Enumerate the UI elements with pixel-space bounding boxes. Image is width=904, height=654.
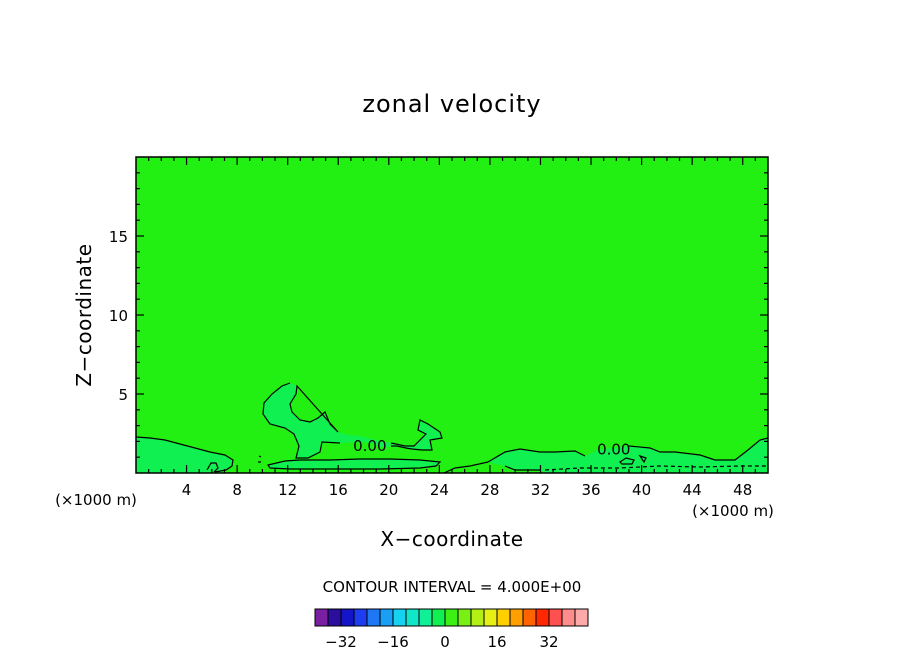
x-tick-label: 8 xyxy=(232,481,242,499)
contour-line-surface-band xyxy=(267,458,442,470)
contour-fill-regions xyxy=(136,383,768,473)
x-tick-label: 12 xyxy=(278,481,297,499)
x-tick-label: 48 xyxy=(733,481,752,499)
x-tick-label: 40 xyxy=(632,481,651,499)
y-tick-label: 10 xyxy=(109,307,128,325)
colorbar-swatch xyxy=(535,608,550,627)
x-tick-label: 44 xyxy=(683,481,702,499)
contour-line-dashed xyxy=(544,465,768,471)
x-tick-label: 4 xyxy=(182,481,192,499)
colorbar-swatch xyxy=(470,608,485,627)
colorbar-swatch xyxy=(405,608,420,627)
colorbar-swatch xyxy=(353,608,368,627)
x-tick-label: 32 xyxy=(531,481,550,499)
colorbar-swatch xyxy=(548,608,563,627)
contour-line-right xyxy=(487,437,769,463)
colorbar-tick-label: −32 xyxy=(325,633,357,651)
contour-patch-plume xyxy=(263,383,442,458)
x-axis-label: X−coordinate xyxy=(380,527,523,551)
colorbar-swatch xyxy=(483,608,498,627)
chart-title: zonal velocity xyxy=(362,90,541,118)
contour-interval-text: CONTOUR INTERVAL = 4.000E+00 xyxy=(323,578,582,596)
colorbar-swatch xyxy=(561,608,576,627)
x-tick-label: 28 xyxy=(480,481,499,499)
colorbar-swatch xyxy=(457,608,472,627)
contour-patch-left-boundary xyxy=(136,437,233,473)
x-tick-label: 24 xyxy=(430,481,449,499)
colorbar-swatch xyxy=(392,608,407,627)
colorbar xyxy=(314,608,589,627)
contour-line-right-loop xyxy=(619,454,647,465)
x-tick-label: 36 xyxy=(581,481,600,499)
colorbar-swatch xyxy=(431,608,446,627)
contour-line-tiny-left xyxy=(258,455,262,463)
colorbar-swatch xyxy=(379,608,394,627)
colorbar-swatch xyxy=(522,608,537,627)
colorbar-swatch xyxy=(340,608,355,627)
colorbar-swatch xyxy=(366,608,381,627)
y-axis-label: Z−coordinate xyxy=(72,243,96,386)
colorbar-swatch xyxy=(444,608,459,627)
contour-label: 0.00 xyxy=(597,440,630,458)
contour-patch-right-lowlevel xyxy=(488,438,768,473)
x-unit-label-left: (×1000 m) xyxy=(55,491,137,509)
colorbar-tick-label: 0 xyxy=(440,633,450,651)
colorbar-swatch xyxy=(509,608,524,627)
x-tick-label: 20 xyxy=(379,481,398,499)
colorbar-swatch xyxy=(314,608,329,627)
contour-line-left xyxy=(135,436,234,473)
y-tick-label: 5 xyxy=(118,386,128,404)
contour-patch-surface-band xyxy=(268,459,440,469)
colorbar-swatch xyxy=(418,608,433,627)
plot-background xyxy=(136,157,768,473)
x-unit-label-right: (×1000 m) xyxy=(692,502,774,520)
colorbar-swatch xyxy=(496,608,511,627)
colorbar-swatch xyxy=(327,608,342,627)
colorbar-tick-label: 32 xyxy=(539,633,558,651)
colorbar-labels: −32 −16 0 16 32 xyxy=(325,633,558,651)
colorbar-tick-label: 16 xyxy=(487,633,506,651)
colorbar-tick-label: −16 xyxy=(377,633,409,651)
contour-line-small-loop xyxy=(206,462,219,473)
contour-line-near-ground xyxy=(443,461,489,474)
colorbar-swatch xyxy=(574,608,589,627)
contour-line-plume xyxy=(262,382,443,459)
x-tick-label: 16 xyxy=(329,481,348,499)
y-tick-label: 15 xyxy=(109,228,128,246)
contour-lines xyxy=(135,382,769,474)
contour-label: 0.00 xyxy=(353,437,386,455)
